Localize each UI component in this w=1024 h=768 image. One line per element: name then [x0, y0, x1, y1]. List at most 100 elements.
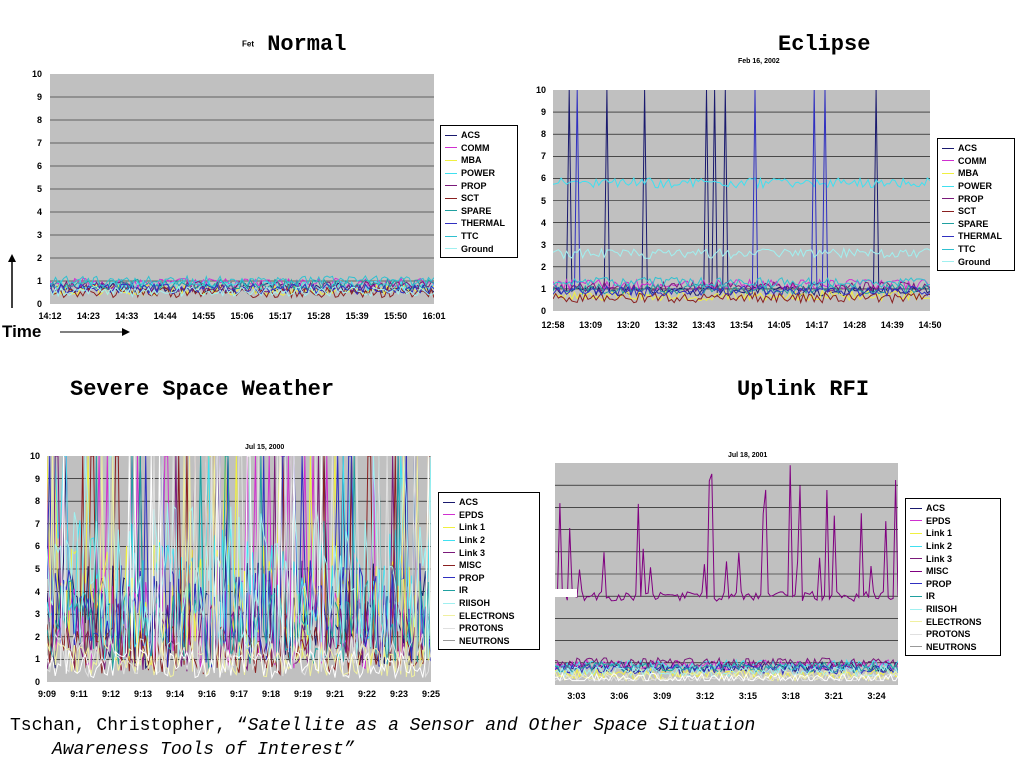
- legend-swatch: [443, 627, 455, 629]
- y-tick-label: 9: [540, 107, 546, 118]
- y-tick-label: 2: [540, 261, 546, 272]
- series-line-electrons: [47, 456, 431, 678]
- normal-title-prefix: Fet: [242, 39, 254, 49]
- chart-eclipse-yaxis: 0 1 2 3 4 5 6 7 8 9 10: [526, 85, 546, 317]
- legend-swatch: [942, 223, 954, 225]
- normal-title-text: Normal: [267, 32, 347, 57]
- x-tick-label: 15:06: [230, 311, 254, 321]
- time-label: Time: [2, 322, 42, 341]
- series-line-ttc: [50, 274, 434, 288]
- x-tick-label: 9:25: [421, 689, 441, 699]
- x-tick-label: 14:50: [918, 320, 942, 330]
- x-tick-label: 14:23: [76, 311, 100, 321]
- legend-item: COMM: [942, 155, 1010, 168]
- legend-item: NEUTRONS: [443, 635, 535, 648]
- y-tick-label: 0: [34, 677, 40, 687]
- legend-swatch: [443, 526, 455, 528]
- x-tick-label: 14:12: [38, 311, 62, 321]
- y-tick-label: 10: [535, 85, 546, 95]
- legend-swatch: [443, 564, 455, 566]
- series-line-link-3: [555, 656, 898, 670]
- legend-label: SCT: [461, 193, 479, 204]
- legend-item: Link 3: [443, 546, 535, 559]
- y-tick-label: 4: [34, 586, 40, 597]
- legend-item: SPARE: [445, 205, 513, 218]
- series-line-sct: [553, 291, 930, 305]
- legend-label: COMM: [461, 142, 490, 153]
- legend-label: POWER: [461, 168, 496, 179]
- x-tick-label: 3:18: [781, 691, 800, 701]
- series-line-misc: [555, 465, 898, 603]
- legend-label: THERMAL: [958, 231, 1002, 242]
- y-tick-label: 8: [540, 129, 546, 140]
- legend-item: PROTONS: [443, 622, 535, 635]
- legend-swatch: [445, 185, 457, 187]
- legend-swatch: [445, 147, 457, 149]
- legend-label: Link 1: [459, 522, 486, 533]
- rfi-date: Jul 18, 2001: [728, 452, 768, 459]
- legend-item: PROP: [942, 192, 1010, 205]
- legend-item: POWER: [942, 180, 1010, 193]
- legend-label: ELECTRONS: [926, 616, 982, 627]
- legend-label: ACS: [958, 143, 978, 154]
- legend-label: SCT: [958, 206, 976, 217]
- legend-label: POWER: [958, 181, 993, 192]
- legend-item: Ground: [445, 242, 513, 255]
- legend-label: PROTONS: [459, 623, 504, 634]
- legend-item: ACS: [443, 496, 535, 509]
- legend-swatch: [445, 134, 457, 136]
- chart-normal-yaxis: 0 1 2 3 4 5 6 7 8 9 10: [18, 69, 42, 309]
- chart-weather-svg: [47, 456, 431, 680]
- legend-item: POWER: [445, 167, 513, 180]
- legend-label: NEUTRONS: [459, 635, 510, 646]
- legend-swatch: [910, 545, 922, 547]
- legend-item: Link 2: [910, 540, 996, 553]
- x-tick-label: 9:23: [389, 689, 409, 699]
- chart-weather-plot: [47, 456, 431, 682]
- legend-label: NEUTRONS: [926, 641, 977, 652]
- y-tick-label: 0: [540, 306, 546, 316]
- legend-swatch: [910, 608, 922, 610]
- x-tick-label: 9:16: [197, 689, 217, 699]
- series-line-protons: [555, 671, 898, 682]
- y-tick-label: 7: [34, 518, 40, 529]
- legend-label: ACS: [459, 497, 479, 508]
- y-tick-label: 10: [31, 69, 42, 79]
- chart-weather-yaxis: 0 1 2 3 4 5 6 7 8 9 10: [14, 451, 40, 691]
- legend-swatch: [443, 615, 455, 617]
- legend-item: Ground: [942, 255, 1010, 268]
- legend-swatch: [942, 235, 954, 237]
- legend-swatch: [443, 640, 455, 642]
- legend-label: IR: [926, 591, 935, 602]
- eclipse-title: Eclipse: [778, 32, 871, 57]
- x-tick-label: 14:28: [843, 320, 867, 330]
- x-tick-label: 13:43: [692, 320, 716, 330]
- legend-item: IR: [910, 590, 996, 603]
- legend-label: Link 2: [926, 541, 953, 552]
- legend-label: Link 2: [459, 535, 486, 546]
- legend-swatch: [443, 514, 455, 516]
- legend-item: MISC: [910, 565, 996, 578]
- x-tick-label: 9:14: [165, 689, 185, 699]
- y-tick-label: 7: [540, 151, 546, 162]
- x-tick-label: 3:24: [867, 691, 886, 701]
- legend-swatch: [910, 633, 922, 635]
- y-tick-label: 1: [36, 276, 42, 286]
- chart-rfi-xaxis: 3:03 3:06 3:09 3:12 3:15 3:18 3:21 3:24: [555, 691, 898, 703]
- chart-eclipse-plot: [553, 90, 930, 311]
- legend-label: MISC: [459, 560, 482, 571]
- legend-label: EPDS: [459, 509, 484, 520]
- legend-item: RIISOH: [910, 603, 996, 616]
- weather-title: Severe Space Weather: [70, 377, 335, 402]
- y-tick-label: 5: [36, 184, 42, 194]
- y-tick-label: 1: [540, 283, 546, 294]
- chart-normal-svg: [50, 96, 434, 300]
- legend-item: TTC: [445, 230, 513, 243]
- legend-swatch: [443, 552, 455, 554]
- legend-label: THERMAL: [461, 218, 505, 229]
- time-arrow: [8, 254, 130, 336]
- legend-item: EPDS: [443, 509, 535, 522]
- legend-item: ACS: [445, 129, 513, 142]
- x-tick-label: 14:39: [880, 320, 904, 330]
- legend-swatch: [910, 621, 922, 623]
